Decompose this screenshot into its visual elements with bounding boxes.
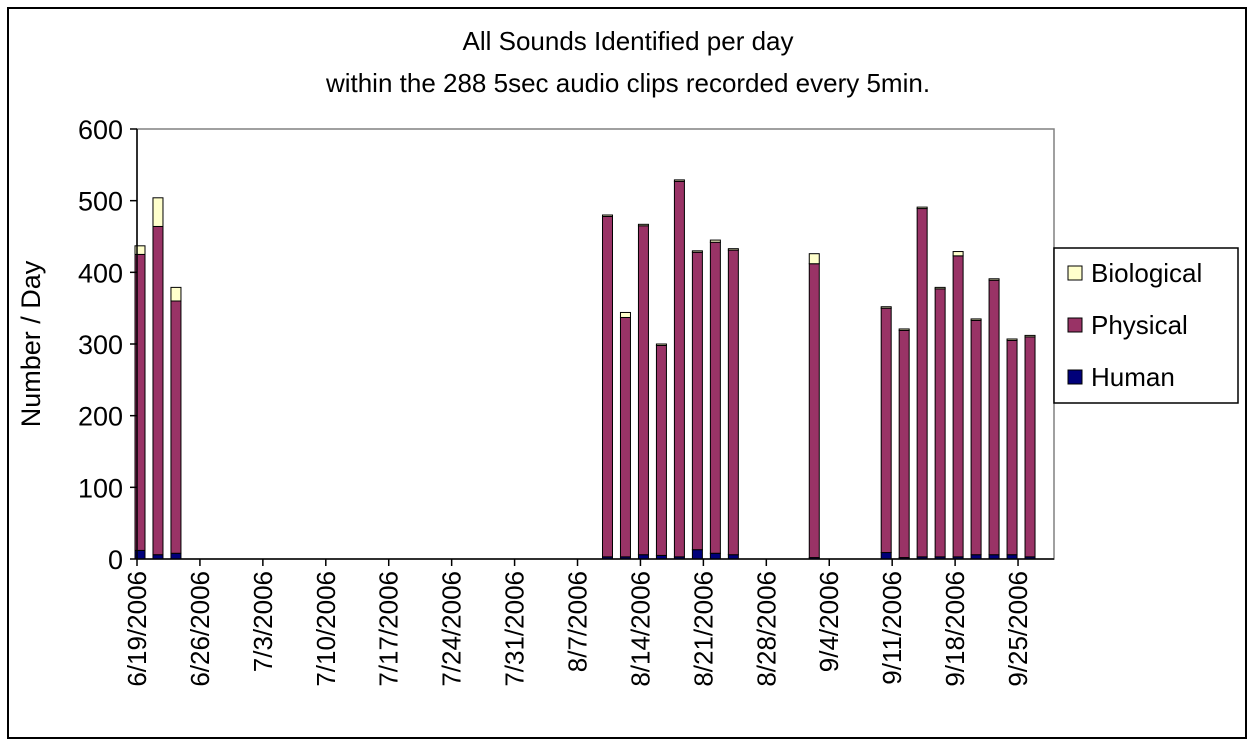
legend-label-biological: Biological bbox=[1091, 258, 1202, 288]
x-tick-label: 8/28/2006 bbox=[751, 571, 781, 687]
x-tick-label: 9/11/2006 bbox=[877, 571, 907, 685]
bar-physical bbox=[637, 225, 649, 556]
bar-physical bbox=[673, 180, 685, 558]
legend-label-human: Human bbox=[1091, 362, 1175, 392]
x-tick-label: 6/26/2006 bbox=[185, 571, 215, 687]
y-tick-label: 300 bbox=[78, 330, 123, 360]
bar-biological bbox=[916, 206, 928, 210]
bar-physical bbox=[970, 319, 982, 556]
bar-biological bbox=[970, 318, 982, 321]
y-tick-label: 0 bbox=[108, 545, 123, 575]
bar-biological bbox=[601, 214, 613, 217]
y-axis: 0 100 200 300 400 500 600 bbox=[78, 115, 138, 575]
bar-physical bbox=[601, 215, 613, 558]
bar-biological bbox=[619, 311, 631, 318]
x-tick-label: 7/24/2006 bbox=[437, 571, 467, 687]
y-tick-label: 100 bbox=[78, 473, 123, 503]
bar-human bbox=[709, 552, 721, 560]
bar-biological bbox=[808, 253, 820, 265]
bar-biological bbox=[880, 306, 892, 309]
bar-human bbox=[691, 549, 703, 560]
y-tick-label: 400 bbox=[78, 258, 123, 288]
chart-subtitle: within the 288 5sec audio clips recorded… bbox=[325, 68, 930, 98]
legend-swatch-physical bbox=[1067, 317, 1083, 333]
bar-physical bbox=[152, 225, 164, 556]
bar-biological bbox=[673, 179, 685, 182]
bar-biological bbox=[134, 245, 146, 255]
bar-biological bbox=[952, 251, 964, 257]
x-tick-label: 9/18/2006 bbox=[940, 571, 970, 687]
x-tick-label: 7/10/2006 bbox=[311, 571, 341, 687]
bar-physical bbox=[952, 255, 964, 558]
bar-physical bbox=[880, 307, 892, 554]
legend-label-physical: Physical bbox=[1091, 310, 1188, 340]
bar-biological bbox=[898, 328, 910, 331]
bar-biological bbox=[655, 343, 667, 346]
bar-physical bbox=[1024, 336, 1036, 558]
bar-biological bbox=[988, 278, 1000, 281]
legend: Biological Physical Human bbox=[1053, 247, 1239, 404]
bar-physical bbox=[934, 288, 946, 558]
bar-physical bbox=[691, 251, 703, 551]
bar-biological bbox=[1006, 338, 1018, 341]
bar-physical bbox=[1006, 339, 1018, 556]
bar-physical bbox=[655, 344, 667, 556]
bar-physical bbox=[808, 263, 820, 559]
bar-physical bbox=[709, 241, 721, 554]
x-axis: 6/19/2006 6/26/2006 7/3/2006 7/10/2006 7/17/… bbox=[122, 558, 1054, 687]
bar-physical bbox=[619, 316, 631, 558]
x-tick-label: 9/25/2006 bbox=[1003, 571, 1033, 687]
y-tick-label: 200 bbox=[78, 402, 123, 432]
y-axis-label: Number / Day bbox=[16, 260, 46, 427]
bar-biological bbox=[637, 223, 649, 227]
legend-box bbox=[1053, 247, 1239, 404]
x-tick-label: 7/17/2006 bbox=[374, 571, 404, 687]
x-tick-label: 8/21/2006 bbox=[688, 571, 718, 687]
x-tick-label: 7/3/2006 bbox=[248, 571, 278, 672]
bar-biological bbox=[152, 197, 164, 227]
bar-human bbox=[880, 552, 892, 560]
y-tick-label: 600 bbox=[78, 115, 123, 145]
bar-biological bbox=[1024, 334, 1036, 338]
bar-physical bbox=[988, 279, 1000, 556]
bar-biological bbox=[727, 248, 739, 251]
bar-physical bbox=[898, 329, 910, 559]
bar-biological bbox=[934, 286, 946, 290]
x-tick-label: 6/19/2006 bbox=[122, 571, 152, 687]
legend-swatch-biological bbox=[1067, 265, 1083, 281]
bar-physical bbox=[727, 249, 739, 556]
legend-swatch-human bbox=[1067, 369, 1083, 385]
x-tick-label: 9/4/2006 bbox=[814, 571, 844, 672]
bar-physical bbox=[170, 300, 182, 554]
x-tick-label: 7/31/2006 bbox=[500, 571, 530, 687]
x-tick-label: 8/7/2006 bbox=[563, 571, 593, 672]
bar-biological bbox=[691, 250, 703, 253]
y-tick-label: 500 bbox=[78, 187, 123, 217]
chart-title: All Sounds Identified per day bbox=[463, 26, 794, 56]
bar-biological bbox=[170, 286, 182, 302]
x-tick-label: 8/14/2006 bbox=[625, 571, 655, 687]
bar-physical bbox=[916, 208, 928, 558]
plot-area bbox=[136, 128, 1055, 560]
bar-group bbox=[134, 179, 1036, 560]
bar-biological bbox=[709, 239, 721, 243]
bar-human bbox=[170, 552, 182, 560]
